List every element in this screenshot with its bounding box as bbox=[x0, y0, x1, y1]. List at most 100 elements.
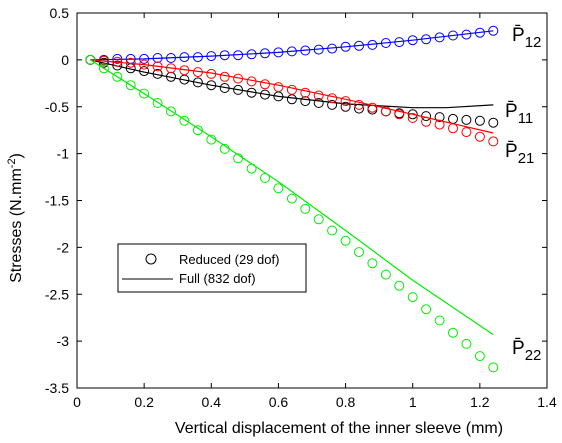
data-point-p12 bbox=[112, 53, 123, 64]
series-label-p21-main: P̄ bbox=[505, 141, 518, 162]
svg-text:P̄12: P̄12 bbox=[512, 25, 541, 51]
data-point-p21 bbox=[380, 106, 391, 117]
data-point-p21 bbox=[407, 113, 418, 123]
data-point-p11 bbox=[219, 83, 230, 93]
data-point-p12 bbox=[461, 29, 472, 40]
data-point-p21 bbox=[192, 67, 203, 78]
data-point-p12 bbox=[246, 49, 257, 60]
data-point-p22 bbox=[448, 327, 458, 338]
data-point-p22 bbox=[233, 153, 244, 164]
data-point-p11 bbox=[192, 77, 203, 88]
data-point-p22 bbox=[354, 247, 364, 258]
plot-area bbox=[85, 25, 499, 373]
data-point-p12 bbox=[260, 48, 270, 59]
data-point-p12 bbox=[367, 39, 378, 50]
data-point-p21 bbox=[367, 102, 378, 113]
data-point-p11 bbox=[313, 98, 324, 108]
series-label-p21: P̄21 bbox=[505, 141, 534, 167]
data-point-p12 bbox=[179, 52, 190, 63]
data-point-p21 bbox=[434, 119, 445, 130]
data-point-p22 bbox=[152, 98, 163, 108]
data-point-p22 bbox=[139, 88, 150, 99]
x-tick-label: 1.4 bbox=[537, 394, 557, 410]
series-label-p12-sub: 12 bbox=[525, 34, 542, 51]
data-point-p21 bbox=[313, 90, 324, 101]
svg-text:P̄22: P̄22 bbox=[512, 338, 541, 364]
data-point-p21 bbox=[233, 73, 244, 84]
y-axis-title-sup: -2 bbox=[6, 158, 18, 168]
data-point-p12 bbox=[139, 53, 150, 64]
data-point-p12 bbox=[273, 47, 284, 58]
data-point-p11 bbox=[112, 60, 123, 71]
series-label-p21-sub: 21 bbox=[518, 150, 535, 167]
data-point-p21 bbox=[152, 61, 163, 72]
series-label-p11-main: P̄ bbox=[505, 101, 518, 122]
data-point-p12 bbox=[474, 27, 485, 38]
data-point-p22 bbox=[488, 362, 499, 373]
data-point-p11 bbox=[233, 84, 244, 95]
x-tick-label: 1 bbox=[409, 394, 417, 410]
data-point-p21 bbox=[286, 84, 297, 95]
data-point-p12 bbox=[327, 43, 338, 54]
data-point-p12 bbox=[340, 41, 351, 52]
series-line-p12 bbox=[90, 30, 494, 61]
data-point-p22 bbox=[300, 203, 311, 214]
data-point-p11 bbox=[246, 87, 257, 98]
series-label-p22-main: P̄ bbox=[512, 338, 525, 359]
y-tick-label: -3 bbox=[57, 333, 70, 349]
data-point-p11 bbox=[260, 89, 270, 100]
data-point-p12 bbox=[448, 30, 458, 41]
data-point-p22 bbox=[273, 183, 284, 194]
data-point-p22 bbox=[327, 225, 338, 236]
data-point-p12 bbox=[313, 44, 324, 55]
data-point-p21 bbox=[179, 65, 190, 76]
data-point-p22 bbox=[340, 235, 351, 246]
data-point-p11 bbox=[461, 114, 472, 125]
series-label-p22: P̄22 bbox=[512, 338, 541, 364]
plot-frame bbox=[76, 12, 548, 389]
x-tick-label: 0.8 bbox=[336, 394, 356, 410]
data-point-p11 bbox=[206, 80, 217, 91]
data-point-p12 bbox=[166, 53, 176, 63]
svg-text:P̄11: P̄11 bbox=[505, 101, 533, 127]
data-point-p22 bbox=[166, 106, 176, 117]
data-point-p11 bbox=[448, 113, 458, 124]
data-point-p11 bbox=[474, 115, 485, 126]
data-point-p21 bbox=[421, 116, 432, 127]
y-tick-label: -2.5 bbox=[45, 286, 69, 302]
svg-text:P̄21: P̄21 bbox=[505, 141, 534, 167]
y-tick-label: -0.5 bbox=[45, 99, 69, 115]
data-point-p22 bbox=[474, 351, 485, 362]
data-point-p21 bbox=[98, 55, 109, 66]
data-point-p11 bbox=[286, 94, 297, 105]
data-point-p21 bbox=[139, 59, 150, 70]
data-point-p21 bbox=[488, 136, 499, 147]
data-point-p11 bbox=[152, 68, 163, 79]
series-line-p22 bbox=[90, 59, 494, 336]
data-point-p22 bbox=[219, 143, 230, 154]
data-point-p11 bbox=[340, 101, 351, 112]
data-point-p12 bbox=[394, 37, 405, 48]
data-point-p22 bbox=[434, 315, 445, 326]
data-point-p12 bbox=[206, 51, 217, 62]
data-point-p21 bbox=[474, 131, 485, 142]
x-tick-label: 0.4 bbox=[202, 394, 222, 410]
data-point-p12 bbox=[380, 38, 391, 48]
data-point-p12 bbox=[354, 40, 364, 51]
data-point-p22 bbox=[367, 258, 378, 269]
data-point-p21 bbox=[112, 56, 123, 67]
y-tick-label: -1.5 bbox=[45, 193, 69, 209]
data-point-p12 bbox=[407, 35, 418, 46]
data-point-p22 bbox=[461, 338, 472, 349]
data-point-p21 bbox=[125, 57, 136, 68]
data-point-p11 bbox=[407, 109, 418, 120]
data-point-p22 bbox=[313, 214, 324, 225]
data-point-p21 bbox=[206, 68, 217, 79]
data-point-p22 bbox=[98, 63, 109, 74]
data-point-p22 bbox=[206, 134, 217, 145]
data-point-p11 bbox=[354, 103, 364, 114]
y-tick-label: 0 bbox=[61, 52, 69, 68]
y-tick-label: -3.5 bbox=[45, 380, 69, 396]
data-point-p12 bbox=[286, 46, 297, 57]
